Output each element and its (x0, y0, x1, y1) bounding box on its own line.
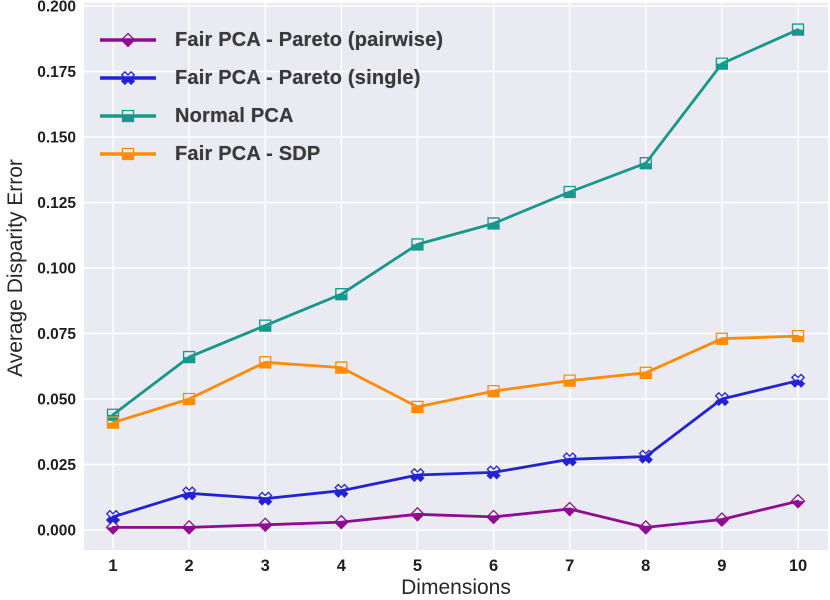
x-tick-label: 5 (413, 557, 422, 575)
x-marker (714, 391, 730, 407)
y-axis-ticks: 0.000 0.025 0.050 0.075 0.100 0.125 0.150 0.175… (37, 0, 76, 539)
square-marker-icon (100, 147, 156, 161)
series-line (111, 499, 800, 529)
square-marker (411, 400, 424, 414)
square-marker (106, 416, 120, 429)
legend-label: Normal PCA (175, 104, 294, 127)
series-line (111, 379, 800, 519)
legend-label: Fair PCA - Pareto (single) (175, 66, 421, 89)
x-marker (486, 465, 501, 480)
legend-label: Fair PCA - Pareto (pairwise) (175, 28, 444, 51)
x-marker (258, 491, 273, 506)
y-tick-label: 0.075 (37, 326, 76, 343)
series-line (111, 334, 800, 425)
x-marker (410, 467, 425, 483)
square-marker (563, 374, 576, 387)
series-fair-pca-pareto-single- (105, 373, 806, 525)
square-marker (411, 238, 424, 251)
y-tick-label: 0.050 (37, 391, 76, 408)
x-marker (790, 373, 806, 388)
square-marker (259, 319, 272, 332)
y-tick-label: 0.000 (37, 522, 76, 539)
x-marker (334, 483, 349, 498)
square-marker (791, 329, 805, 343)
y-tick-label: 0.100 (37, 260, 76, 277)
legend-label: Fair PCA - SDP (175, 142, 321, 165)
square-marker (563, 185, 576, 199)
series-line (111, 28, 800, 417)
y-axis-label: Average Disparity Error (4, 159, 27, 377)
x-tick-label: 6 (489, 557, 498, 575)
plot-area (84, 3, 828, 550)
y-tick-label: 0.200 (37, 0, 76, 15)
x-marker (105, 509, 121, 525)
square-marker (639, 366, 652, 379)
diamond-marker (714, 512, 730, 527)
square-marker (335, 288, 348, 301)
legend-item-fair-pca-pareto-pairwise: Fair PCA - Pareto (pairwise) (97, 21, 443, 59)
square-marker (487, 384, 500, 398)
x-axis-ticks: 1 2 3 4 5 6 7 8 9 10 (108, 557, 807, 575)
x-axis-label: Dimensions (401, 576, 511, 599)
square-marker (715, 57, 729, 70)
x-marker (638, 449, 653, 464)
square-marker (182, 350, 196, 364)
x-tick-label: 10 (789, 557, 807, 575)
diamond-marker-icon (100, 32, 156, 48)
square-marker (715, 332, 729, 345)
square-marker (182, 392, 196, 406)
square-marker (335, 361, 348, 374)
diamond-marker (105, 519, 121, 535)
x-marker-icon (100, 70, 156, 86)
x-tick-label: 7 (565, 557, 574, 575)
diamond-marker (333, 514, 349, 530)
diamond-marker (638, 519, 654, 535)
x-tick-label: 9 (717, 557, 726, 575)
diamond-marker (486, 509, 501, 525)
square-marker (487, 217, 500, 230)
legend: Fair PCA - Pareto (pairwise) Fair PCA - … (97, 21, 443, 173)
x-tick-label: 1 (108, 557, 117, 575)
legend-item-normal-pca: Normal PCA (97, 97, 443, 135)
x-tick-label: 4 (337, 557, 347, 575)
x-tick-label: 8 (641, 557, 650, 575)
square-marker-icon (100, 109, 156, 123)
diamond-marker (790, 493, 806, 509)
series-fair-pca-sdp (106, 329, 805, 429)
diamond-marker (562, 501, 578, 517)
x-marker (181, 486, 197, 501)
series-normal-pca (106, 23, 805, 421)
square-marker (639, 157, 652, 170)
square-marker (791, 23, 805, 36)
y-tick-label: 0.150 (37, 129, 76, 146)
diamond-marker (181, 519, 197, 535)
legend-item-fair-pca-pareto-single: Fair PCA - Pareto (single) (97, 59, 443, 97)
diamond-marker (410, 506, 425, 522)
series-fair-pca-pareto-pairwise- (105, 493, 806, 535)
diamond-marker (257, 517, 273, 533)
x-tick-label: 2 (185, 557, 194, 575)
y-tick-label: 0.125 (37, 195, 76, 212)
x-tick-label: 3 (261, 557, 270, 575)
y-tick-label: 0.175 (37, 64, 76, 81)
x-marker (562, 452, 577, 467)
legend-item-fair-pca-sdp: Fair PCA - SDP (97, 135, 443, 173)
square-marker (259, 356, 272, 369)
y-tick-label: 0.025 (37, 457, 76, 474)
